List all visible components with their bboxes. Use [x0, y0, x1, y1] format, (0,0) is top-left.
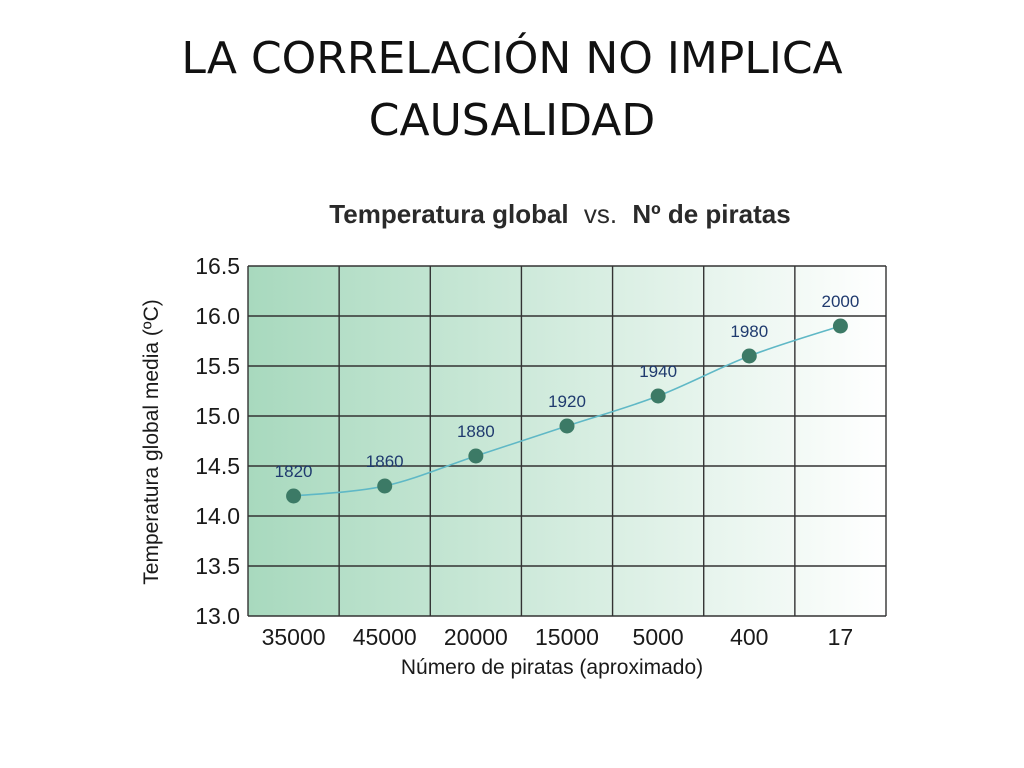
plot-background	[248, 266, 886, 616]
point-label: 1920	[548, 392, 586, 411]
y-tick-label: 13.5	[195, 553, 240, 579]
grid-lines	[247, 265, 887, 617]
data-point	[468, 448, 484, 464]
pirates-temperature-chart: Temperatura global vs. Nº de piratas 13.…	[140, 199, 887, 679]
chart-title: Temperatura global vs. Nº de piratas	[329, 199, 790, 229]
y-tick-label: 15.0	[195, 403, 240, 429]
data-point	[559, 418, 575, 434]
slide-title: LA CORRELACIÓN NO IMPLICA CAUSALIDAD	[0, 28, 1024, 152]
point-labels: 1820 1860 1880 1920 1940 1980 2000	[275, 292, 860, 481]
point-label: 2000	[822, 292, 860, 311]
chart-title-vs: vs.	[584, 199, 617, 229]
data-point	[377, 478, 393, 494]
y-tick-label: 14.0	[195, 503, 240, 529]
y-tick-label: 13.0	[195, 603, 240, 629]
chart-title-part-2: Nº de piratas	[632, 199, 790, 229]
x-tick-label: 20000	[444, 624, 508, 650]
data-point	[832, 318, 848, 334]
x-tick-labels: 35000 45000 20000 15000 5000 400 17	[262, 624, 854, 650]
x-tick-label: 35000	[262, 624, 326, 650]
y-tick-label: 14.5	[195, 453, 240, 479]
data-points	[286, 318, 848, 504]
x-tick-label: 5000	[633, 624, 684, 650]
y-tick-label: 16.0	[195, 303, 240, 329]
y-tick-label: 16.5	[195, 253, 240, 279]
data-point	[741, 348, 757, 364]
y-tick-labels: 13.0 13.5 14.0 14.5 15.0 15.5 16.0 16.5	[195, 253, 240, 629]
x-tick-label: 15000	[535, 624, 599, 650]
x-tick-label: 45000	[353, 624, 417, 650]
slide-title-line-2: CAUSALIDAD	[368, 95, 656, 146]
point-label: 1880	[457, 422, 495, 441]
point-label: 1940	[639, 362, 677, 381]
point-label: 1820	[275, 462, 313, 481]
y-tick-label: 15.5	[195, 353, 240, 379]
x-tick-label: 400	[730, 624, 768, 650]
x-tick-label: 17	[828, 624, 854, 650]
x-axis-label: Número de piratas (aproximado)	[401, 656, 703, 679]
point-label: 1980	[730, 322, 768, 341]
data-point	[286, 488, 302, 504]
slide-title-line-1: LA CORRELACIÓN NO IMPLICA	[181, 33, 843, 84]
chart-title-part-1: Temperatura global	[329, 199, 568, 229]
data-point	[650, 388, 666, 404]
point-label: 1860	[366, 452, 404, 471]
y-axis-label: Temperatura global media (ºC)	[140, 299, 163, 584]
